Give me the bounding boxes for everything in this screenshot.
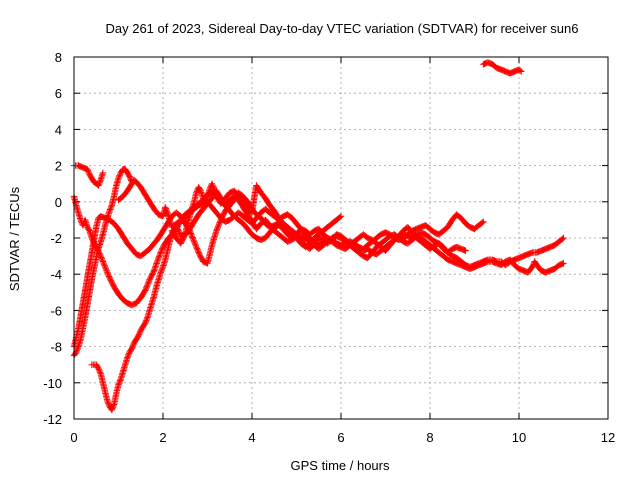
y-tick-label: -4 bbox=[50, 267, 62, 282]
y-tick-label: 0 bbox=[55, 195, 62, 210]
y-tick-label: -8 bbox=[50, 340, 62, 355]
plot-border bbox=[73, 56, 609, 420]
y-axis-label: SDTVAR / TECUs bbox=[7, 186, 22, 291]
chart-title: Day 261 of 2023, Sidereal Day-to-day VTE… bbox=[105, 21, 578, 36]
y-tick-label: -12 bbox=[43, 412, 62, 427]
y-tick-label: 8 bbox=[55, 50, 62, 65]
series-markers bbox=[168, 180, 567, 276]
y-tick-label: -6 bbox=[50, 303, 62, 318]
y-tick-label: 2 bbox=[55, 159, 62, 174]
y-tick-label: -2 bbox=[50, 231, 62, 246]
x-tick-label: 6 bbox=[337, 430, 344, 445]
series-track-8 bbox=[480, 59, 525, 77]
series-markers bbox=[480, 59, 525, 77]
x-tick-label: 4 bbox=[248, 430, 255, 445]
x-tick-label: 10 bbox=[512, 430, 526, 445]
x-tick-label: 8 bbox=[426, 430, 433, 445]
x-tick-label: 12 bbox=[601, 430, 615, 445]
series-track-5 bbox=[88, 187, 345, 414]
series-markers bbox=[88, 187, 345, 414]
y-tick-label: 6 bbox=[55, 86, 62, 101]
series-track-7 bbox=[168, 180, 567, 276]
y-tick-label: 4 bbox=[55, 122, 62, 137]
x-axis-label: GPS time / hours bbox=[291, 458, 390, 473]
tick-labels: 0 2 4 6 8 10 12 -12 -10 -8 -6 -4 -2 0 2 4 6 8 bbox=[43, 50, 615, 445]
x-tick-label: 0 bbox=[70, 430, 77, 445]
x-tick-label: 2 bbox=[159, 430, 166, 445]
y-tick-label: -10 bbox=[43, 376, 62, 391]
data-series bbox=[70, 59, 567, 414]
